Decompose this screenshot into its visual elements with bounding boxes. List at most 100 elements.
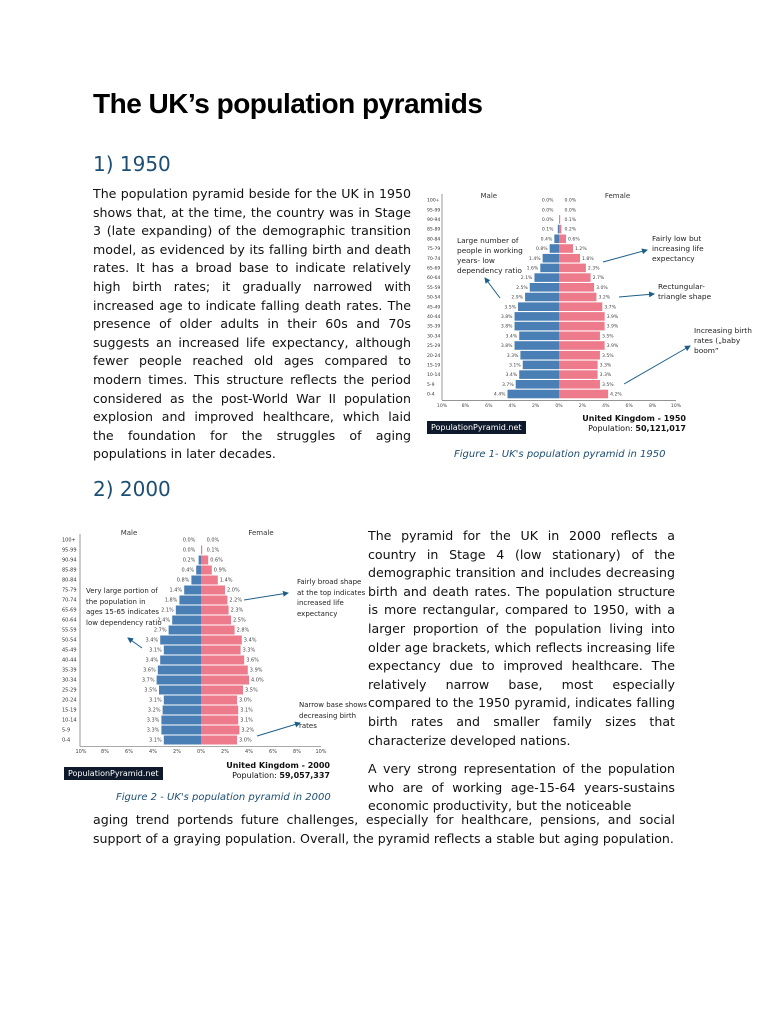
age-label: 90-94: [62, 558, 77, 564]
bar-male: [161, 715, 201, 725]
x-tick-label: 0%: [197, 749, 205, 755]
value-label-male: 3.1%: [149, 648, 162, 654]
age-label: 0-4: [62, 738, 70, 744]
value-label-male: 3.5%: [504, 304, 516, 310]
bar-female: [201, 545, 203, 555]
bar-male: [522, 360, 559, 370]
bar-female: [201, 655, 245, 665]
value-label-male: 2.1%: [161, 608, 174, 614]
bar-female: [559, 283, 595, 292]
value-label-female: 0.0%: [565, 198, 577, 204]
value-label-male: 0.0%: [542, 217, 554, 223]
value-label-female: 0.0%: [565, 207, 577, 213]
x-tick-label: 4%: [509, 403, 517, 409]
x-tick-label: 8%: [101, 749, 109, 755]
value-label-male: 0.4%: [541, 236, 553, 242]
value-label-female: 2.8%: [237, 628, 250, 634]
value-label-male: 3.8%: [501, 314, 513, 320]
x-tick-label: 2%: [221, 749, 229, 755]
bar-male: [514, 321, 559, 331]
bar-male: [540, 263, 559, 273]
bar-female: [559, 389, 609, 399]
age-label: 50-54: [427, 295, 440, 301]
page-title: The UK’s population pyramids: [93, 88, 483, 119]
bar-female: [559, 350, 600, 360]
value-label-male: 3.1%: [149, 698, 162, 704]
value-label-female: 3.2%: [241, 728, 254, 734]
age-label: 95-99: [427, 207, 440, 213]
annotation-shape: Rectungular-triangle shape: [658, 282, 712, 301]
bar-male: [179, 595, 201, 605]
chart-title-1950: United Kingdom - 1950 Population: 50,121…: [560, 414, 686, 433]
bar-female: [201, 715, 239, 725]
bar-male: [159, 685, 201, 695]
bar-male: [519, 331, 559, 341]
population-label: Population:: [232, 770, 277, 780]
x-tick-label: 10%: [315, 749, 326, 755]
value-label-female: 4.2%: [610, 392, 622, 398]
age-label: 40-44: [427, 314, 440, 320]
bar-female: [201, 595, 228, 605]
x-tick-label: 10%: [671, 403, 682, 409]
value-label-female: 0.1%: [565, 217, 577, 223]
value-label-female: 3.3%: [243, 648, 256, 654]
x-tick-label: 4%: [245, 749, 253, 755]
legend-male: Male: [121, 529, 138, 537]
bar-female: [559, 263, 586, 273]
bar-female: [201, 565, 212, 575]
value-label-male: 0.0%: [183, 548, 196, 554]
value-label-male: 3.1%: [509, 363, 521, 369]
age-label: 55-59: [62, 628, 77, 634]
bar-female: [559, 331, 600, 341]
figure-2-caption: Figure 2 - UK's population pyramid in 20…: [116, 792, 331, 803]
value-label-female: 3.4%: [244, 638, 257, 644]
x-tick-label: 6%: [269, 749, 277, 755]
value-label-female: 1.8%: [582, 256, 594, 262]
bar-female: [559, 380, 600, 389]
bar-male: [168, 625, 201, 635]
x-tick-label: 8%: [293, 749, 301, 755]
x-tick-label: 10%: [437, 403, 448, 409]
pyramid-chart-1950: Male Female 100+ 0.0% 0.0% 95-99 0.0% 0.0% 90-94…: [427, 192, 682, 409]
value-label-male: 3.7%: [142, 678, 155, 684]
bar-female: [559, 321, 605, 331]
value-label-female: 3.0%: [239, 698, 252, 704]
bar-female: [201, 735, 237, 745]
bar-female: [559, 253, 581, 263]
annotation-narrow-base: Narrow base shows decreasing birth rates: [299, 701, 367, 730]
value-label-male: 3.2%: [148, 708, 161, 714]
age-label: 25-29: [427, 343, 440, 349]
bar-female: [201, 625, 235, 635]
value-label-female: 3.3%: [600, 372, 612, 378]
value-label-female: 3.6%: [246, 658, 259, 664]
x-tick-label: 8%: [649, 403, 657, 409]
bar-male: [163, 735, 201, 745]
population-label: Population:: [588, 423, 633, 433]
value-label-female: 3.1%: [240, 708, 253, 714]
bar-male: [163, 695, 201, 705]
value-label-female: 3.9%: [607, 324, 619, 330]
x-tick-label: 0%: [555, 403, 563, 409]
value-label-male: 0.4%: [181, 568, 194, 574]
population-value: 50,121,017: [635, 423, 686, 433]
section-2000-text-2a: A very strong representation of the popu…: [368, 761, 675, 814]
bar-male: [507, 389, 559, 399]
bar-female: [559, 273, 591, 282]
annotation-birth-rates: Increasing birth rates („baby boom”: [694, 326, 752, 355]
bar-female: [559, 370, 598, 379]
age-label: 70-74: [62, 598, 77, 604]
value-label-male: 3.4%: [145, 638, 158, 644]
x-tick-label: 2%: [173, 749, 181, 755]
x-tick-label: 2%: [532, 403, 540, 409]
value-label-female: 1.4%: [220, 578, 233, 584]
age-label: 0-4: [427, 392, 435, 398]
age-label: 10-14: [62, 718, 77, 724]
value-label-female: 3.5%: [602, 382, 614, 388]
annotation-life-expectancy: Fairly low but increasing life expectanc…: [652, 234, 704, 263]
value-label-male: 3.3%: [507, 353, 519, 359]
x-tick-label: 4%: [149, 749, 157, 755]
age-label: 95-99: [62, 548, 77, 554]
age-label: 20-24: [427, 353, 440, 359]
source-logo-1950: PopulationPyramid.net: [427, 421, 526, 434]
value-label-female: 2.3%: [588, 266, 600, 272]
